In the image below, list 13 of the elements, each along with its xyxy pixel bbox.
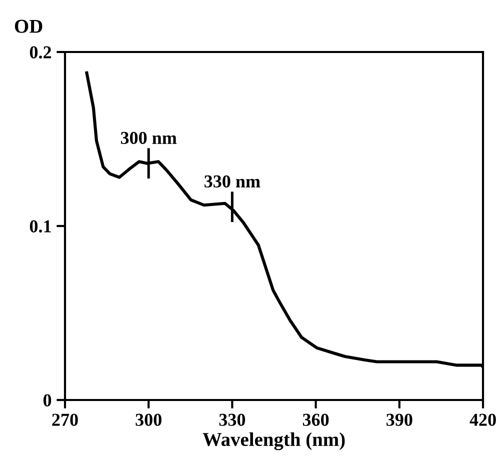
x-tick-label: 270: [52, 414, 78, 426]
x-axis-title: Wavelength (nm): [202, 432, 345, 450]
y-axis-title: OD: [14, 20, 42, 33]
x-tick-label: 300: [136, 414, 162, 426]
x-tick-label: 420: [470, 414, 496, 426]
y-tick-label: 0.1: [30, 220, 51, 233]
y-tick-label: 0: [43, 394, 52, 406]
y-tick-label: 0.2: [30, 46, 52, 59]
x-tick-label: 360: [302, 414, 329, 426]
x-tick-label: 330: [219, 414, 246, 426]
annotation: 330 nm: [204, 175, 260, 188]
annotation: 300 nm: [120, 132, 177, 144]
x-tick-label: 390: [386, 414, 412, 426]
